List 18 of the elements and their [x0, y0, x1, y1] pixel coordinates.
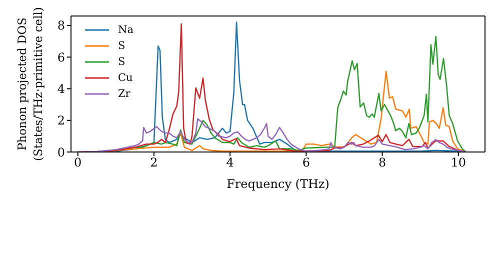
legend-label: Cu — [118, 71, 133, 86]
legend-label: Na — [118, 23, 134, 38]
x-tick-label: 10 — [450, 156, 466, 170]
y-tick-label: 0 — [57, 145, 65, 160]
y-tick-label: 6 — [57, 50, 65, 64]
legend-label: S — [118, 39, 126, 54]
x-tick-label: 0 — [74, 156, 82, 170]
x-tick-label: 6 — [302, 156, 310, 170]
legend-label: S — [118, 55, 126, 70]
y-tick-label: 4 — [57, 82, 66, 96]
legend-label: Zr — [118, 87, 130, 102]
y-tick-label: 8 — [57, 18, 65, 33]
x-tick-label: 8 — [378, 156, 386, 170]
x-tick-label: 4 — [226, 156, 234, 170]
x-tick-label: 2 — [150, 156, 158, 170]
y-tick-label: 2 — [57, 114, 65, 128]
y-axis-title: Phonon projected DOS (States/THz·primitive cell) — [15, 7, 45, 161]
x-axis-title: Frequency (THz) — [226, 177, 330, 191]
